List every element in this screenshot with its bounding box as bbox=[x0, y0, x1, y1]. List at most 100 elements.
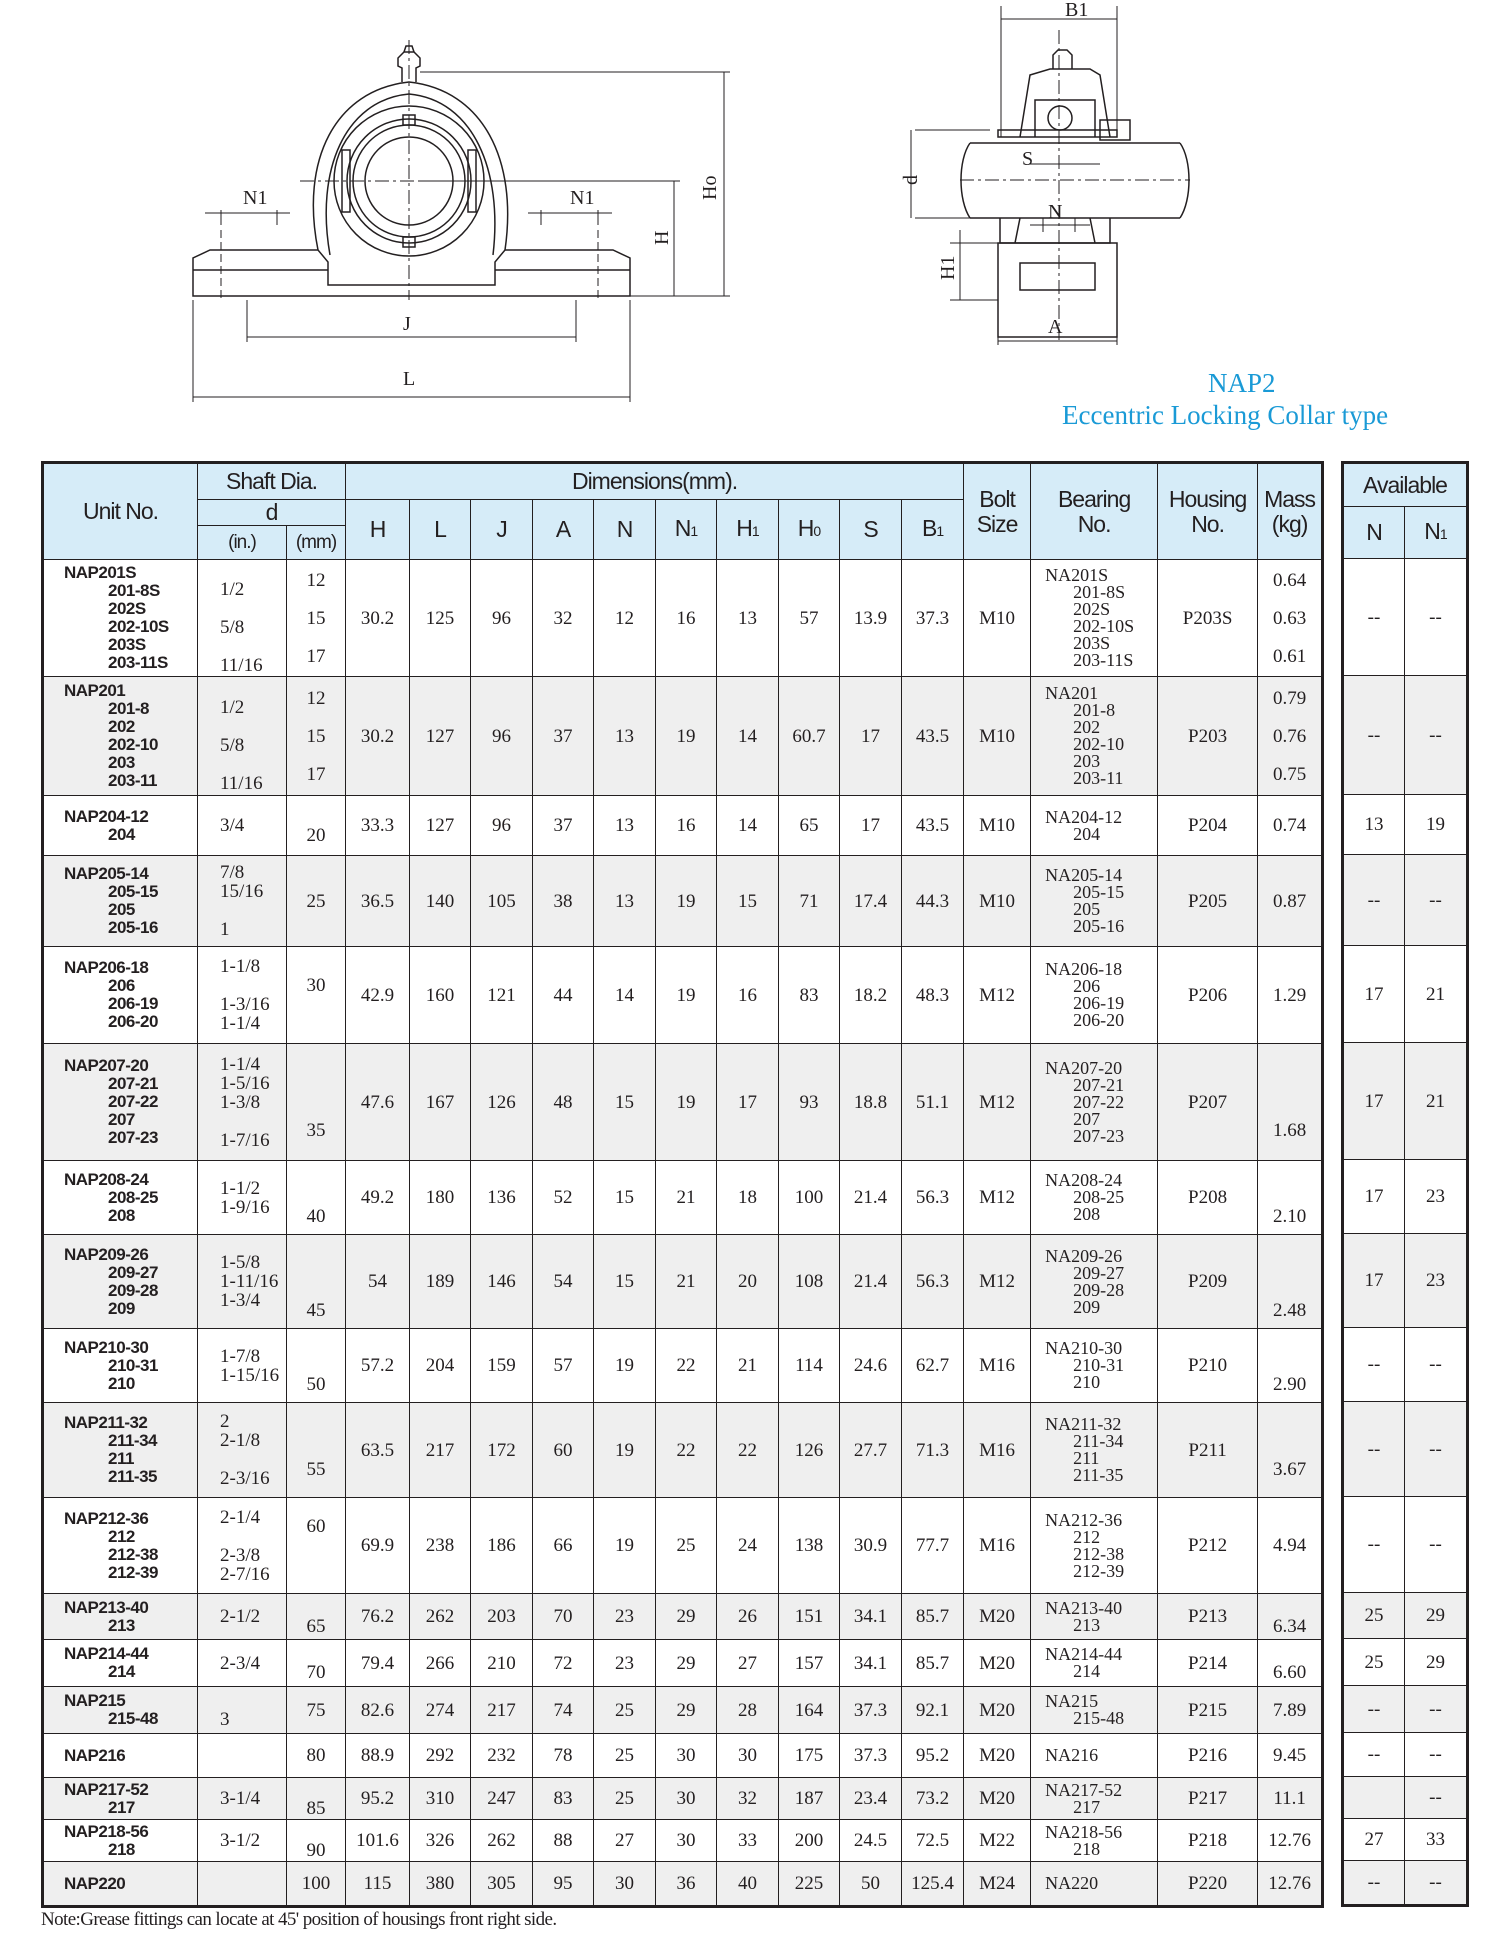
n1-cell: 19 bbox=[655, 1043, 717, 1161]
a-cell: 88 bbox=[532, 1819, 594, 1862]
s-cell: 37.3 bbox=[839, 1733, 902, 1778]
h-cell: 33.3 bbox=[345, 795, 410, 856]
label-n1-left: N1 bbox=[243, 187, 267, 209]
shaft-inch-cell: 1/2 5/8 11/16 bbox=[197, 559, 287, 677]
available-body: -- -- -- -- 13 19 -- -- 17 21 17 21 17 23 17 23 -- -- -- --… bbox=[1342, 558, 1469, 1906]
h-cell: 47.6 bbox=[345, 1043, 410, 1161]
available-n-cell: 17 bbox=[1342, 1233, 1405, 1328]
n1-cell: 16 bbox=[655, 559, 717, 677]
available-n-cell: 25 bbox=[1342, 1638, 1405, 1686]
bearing-no-cell-line: 210 bbox=[1073, 1372, 1101, 1392]
l-cell: 217 bbox=[409, 1402, 471, 1498]
bearing-no-cell-line: NA215 bbox=[1045, 1691, 1099, 1711]
available-n1-cell: -- bbox=[1403, 1401, 1469, 1497]
available-row: -- -- bbox=[1342, 1496, 1469, 1593]
h1-cell: 24 bbox=[716, 1497, 779, 1594]
n1-cell: 30 bbox=[655, 1777, 717, 1820]
shaft-mm-cell: 25 bbox=[286, 855, 346, 947]
h-cell: 30.2 bbox=[345, 676, 410, 796]
dimensions-table: Unit No. Shaft Dia. Dimensions(mm). Bolt… bbox=[41, 461, 1325, 1908]
shaft-mm-cell: 45 bbox=[286, 1234, 346, 1329]
h0-cell: 138 bbox=[778, 1497, 840, 1594]
model-title: NAP2 bbox=[1208, 368, 1276, 398]
j-cell: 305 bbox=[470, 1861, 533, 1907]
j-cell: 232 bbox=[470, 1733, 533, 1778]
unit-no-cell-line: NAP217-52 bbox=[64, 1779, 149, 1799]
n1-cell: 19 bbox=[655, 855, 717, 947]
table-row: NAP218-56 218 3-1/2 90 101.6 326 262 88 27 30 33 2… bbox=[42, 1819, 1324, 1862]
table-row: NAP211-32 211-34 211 211-35 2 2-1/8 2-3/16 5… bbox=[42, 1402, 1324, 1498]
bearing-no-cell: NA214-44 214 bbox=[1030, 1639, 1159, 1687]
a-cell: 70 bbox=[532, 1593, 594, 1640]
h1-cell: 33 bbox=[716, 1819, 779, 1862]
s-cell: 23.4 bbox=[839, 1777, 902, 1820]
n-cell: 13 bbox=[593, 795, 656, 856]
j-cell: 96 bbox=[470, 795, 533, 856]
front-view-drawing: N1 N1 J L H Ho bbox=[192, 40, 730, 402]
shaft-mm-cell: 12 15 17 bbox=[286, 559, 346, 677]
bearing-no-cell-line: 205-16 bbox=[1073, 916, 1125, 936]
n-cell: 13 bbox=[593, 676, 656, 796]
shaft-mm-cell: 55 bbox=[286, 1402, 346, 1498]
unit-no-cell-line: 202 bbox=[108, 717, 135, 736]
bearing-no-cell-line: 202-10S bbox=[1073, 616, 1135, 636]
housing-no-cell: P215 bbox=[1157, 1686, 1259, 1734]
bearing-no-cell: NA213-40 213 bbox=[1030, 1593, 1159, 1640]
n-cell: 30 bbox=[593, 1861, 656, 1907]
h-cell: 42.9 bbox=[345, 946, 410, 1044]
n1-cell: 29 bbox=[655, 1639, 717, 1687]
bolt-cell: M20 bbox=[963, 1593, 1032, 1640]
l-cell: 262 bbox=[409, 1593, 471, 1640]
h0-cell: 164 bbox=[778, 1686, 840, 1734]
unit-no-cell-line: 206-20 bbox=[108, 1012, 158, 1031]
unit-no-cell-line: 202-10 bbox=[108, 735, 158, 754]
h1-cell: 21 bbox=[716, 1328, 779, 1403]
n1-cell: 30 bbox=[655, 1733, 717, 1778]
h0-cell: 65 bbox=[778, 795, 840, 856]
bearing-no-cell: NA208-24 208-25 208 bbox=[1030, 1160, 1159, 1235]
l-cell: 380 bbox=[409, 1861, 471, 1907]
b1-cell: 85.7 bbox=[900, 1639, 965, 1687]
n1-cell: 19 bbox=[655, 946, 717, 1044]
label-b1: B1 bbox=[1065, 0, 1088, 21]
h-cell: 88.9 bbox=[345, 1733, 410, 1778]
available-n-cell: -- bbox=[1342, 1860, 1405, 1906]
bearing-no-cell-line: 218 bbox=[1073, 1838, 1101, 1859]
h0-cell: 151 bbox=[778, 1593, 840, 1640]
mass-cell: 0.79 0.76 0.75 bbox=[1257, 676, 1324, 796]
unit-no-cell-line: 214 bbox=[108, 1662, 135, 1681]
label-a: A bbox=[1048, 316, 1063, 338]
unit-no-cell: NAP220 bbox=[42, 1861, 198, 1907]
s-cell: 13.9 bbox=[839, 559, 902, 677]
j-cell: 210 bbox=[470, 1639, 533, 1687]
n-cell: 27 bbox=[593, 1819, 656, 1862]
available-n1-cell: 29 bbox=[1403, 1592, 1469, 1639]
header-s: S bbox=[839, 499, 902, 560]
l-cell: 238 bbox=[409, 1497, 471, 1594]
unit-no-cell-line: 208-25 bbox=[108, 1187, 158, 1207]
header-avail-n1-sub: 1 bbox=[1439, 525, 1448, 542]
h1-cell: 28 bbox=[716, 1686, 779, 1734]
s-cell: 17 bbox=[839, 795, 902, 856]
unit-no-cell-line: NAP207-20 bbox=[64, 1056, 149, 1075]
available-n-cell bbox=[1342, 1776, 1405, 1819]
header-b1-main: B bbox=[921, 514, 937, 541]
housing-no-cell: P220 bbox=[1157, 1861, 1259, 1907]
bearing-no-cell-line: 212 bbox=[1073, 1526, 1101, 1547]
unit-no-cell-line: 209-28 bbox=[108, 1280, 158, 1300]
header-h0: H0 bbox=[778, 499, 840, 560]
b1-cell: 77.7 bbox=[900, 1497, 965, 1594]
unit-no-cell: NAP201 201-8 202 202-10 203 203-11 bbox=[42, 676, 198, 796]
unit-no-cell-line: 203 bbox=[108, 753, 135, 772]
bearing-no-cell-line: NA217-52 bbox=[1045, 1779, 1123, 1800]
housing-no-cell: P214 bbox=[1157, 1639, 1259, 1687]
unit-no-cell-line: 211-35 bbox=[108, 1467, 158, 1486]
a-cell: 83 bbox=[532, 1777, 594, 1820]
header-mass: Mass (kg) bbox=[1257, 462, 1324, 560]
unit-no-cell-line: 212-39 bbox=[108, 1562, 158, 1582]
a-cell: 66 bbox=[532, 1497, 594, 1594]
a-cell: 72 bbox=[532, 1639, 594, 1687]
available-row: -- -- bbox=[1342, 1401, 1469, 1497]
header-available: Available bbox=[1341, 462, 1469, 507]
h0-cell: 100 bbox=[778, 1160, 840, 1235]
